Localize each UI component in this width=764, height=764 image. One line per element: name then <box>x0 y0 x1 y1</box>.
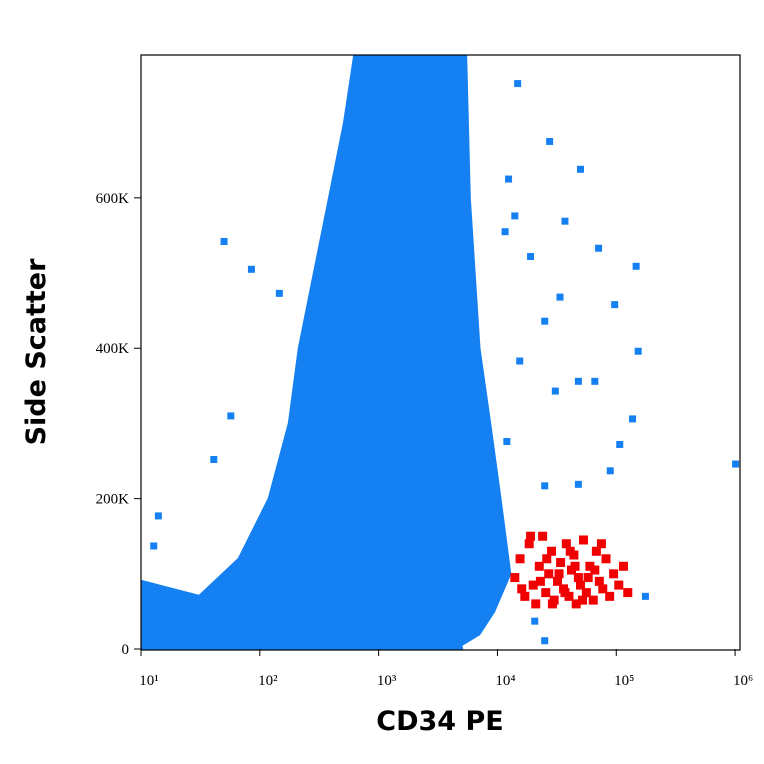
event-point <box>514 80 522 88</box>
event-point <box>541 637 549 645</box>
event-point <box>511 212 519 220</box>
event-point <box>574 377 582 385</box>
event-point <box>154 512 162 520</box>
event-point <box>528 580 538 590</box>
event-point <box>594 576 604 586</box>
event-point <box>541 317 549 325</box>
event-point <box>150 542 158 550</box>
plot-frame <box>140 54 741 651</box>
x-tick-label: 10⁵ <box>614 673 634 689</box>
event-point <box>546 546 556 556</box>
event-point <box>531 617 539 625</box>
event-point <box>517 584 527 594</box>
x-tick-label: 10³ <box>377 673 397 689</box>
event-point <box>590 565 600 575</box>
event-point <box>547 599 557 609</box>
event-point <box>588 595 598 605</box>
event-point <box>510 573 520 583</box>
event-point <box>552 576 562 586</box>
x-tick-label: 10¹ <box>139 673 159 689</box>
event-point <box>534 561 544 571</box>
event-point <box>546 137 554 145</box>
event-point <box>247 265 255 273</box>
event-point <box>484 507 492 515</box>
x-tick-label: 10⁴ <box>495 673 515 689</box>
event-point <box>598 584 608 594</box>
event-point <box>595 244 603 252</box>
event-point <box>520 591 530 601</box>
event-point <box>618 561 628 571</box>
event-point <box>591 546 601 556</box>
event-point <box>541 588 551 598</box>
event-point <box>574 480 582 488</box>
event-point <box>541 482 549 490</box>
event-point <box>576 165 584 173</box>
event-point <box>501 228 509 236</box>
event-point <box>542 554 552 564</box>
event-point <box>632 262 640 270</box>
event-point <box>616 440 624 448</box>
event-point <box>551 387 559 395</box>
event-point <box>560 588 570 598</box>
event-point <box>227 412 235 420</box>
event-point <box>275 289 283 297</box>
x-tick-label: 10⁶ <box>733 673 753 689</box>
event-point <box>544 569 554 579</box>
event-point <box>573 573 583 583</box>
event-point <box>220 237 228 245</box>
event-point <box>585 561 595 571</box>
event-point <box>606 467 614 475</box>
event-point <box>641 592 649 600</box>
event-point <box>575 580 585 590</box>
event-point <box>611 301 619 309</box>
event-point <box>596 539 606 549</box>
event-point <box>570 561 580 571</box>
event-point <box>614 580 624 590</box>
dense-population <box>141 55 512 651</box>
event-point <box>609 569 619 579</box>
event-point <box>503 437 511 445</box>
event-point <box>556 293 564 301</box>
event-point <box>565 546 575 556</box>
event-point <box>515 554 525 564</box>
event-point <box>516 357 524 365</box>
event-point <box>571 599 581 609</box>
event-point <box>535 576 545 586</box>
event-point <box>556 558 566 568</box>
event-point <box>554 569 564 579</box>
event-point <box>601 554 611 564</box>
event-point <box>623 588 633 598</box>
x-tick-label: 10² <box>258 673 278 689</box>
event-point <box>210 456 218 464</box>
y-axis-title: Side Scatter <box>21 258 52 446</box>
event-point <box>634 347 642 355</box>
event-point <box>561 217 569 225</box>
event-point <box>578 595 588 605</box>
y-tick-label: 0 <box>122 642 130 658</box>
event-point <box>629 415 637 423</box>
y-tick-label: 200K <box>96 492 130 508</box>
event-point <box>591 377 599 385</box>
plot-area <box>141 55 740 651</box>
x-axis-title: CD34 PE <box>376 706 503 737</box>
y-tick-label: 400K <box>96 341 130 357</box>
event-point <box>605 591 615 601</box>
event-point <box>579 535 589 545</box>
y-tick-label: 600K <box>96 191 130 207</box>
event-point <box>526 531 536 541</box>
event-point <box>531 599 541 609</box>
event-point <box>583 573 593 583</box>
event-point <box>581 588 591 598</box>
event-point <box>561 539 571 549</box>
event-point <box>524 539 534 549</box>
event-point <box>538 531 548 541</box>
event-point <box>505 175 513 183</box>
event-point <box>732 460 740 468</box>
event-point <box>527 253 535 261</box>
